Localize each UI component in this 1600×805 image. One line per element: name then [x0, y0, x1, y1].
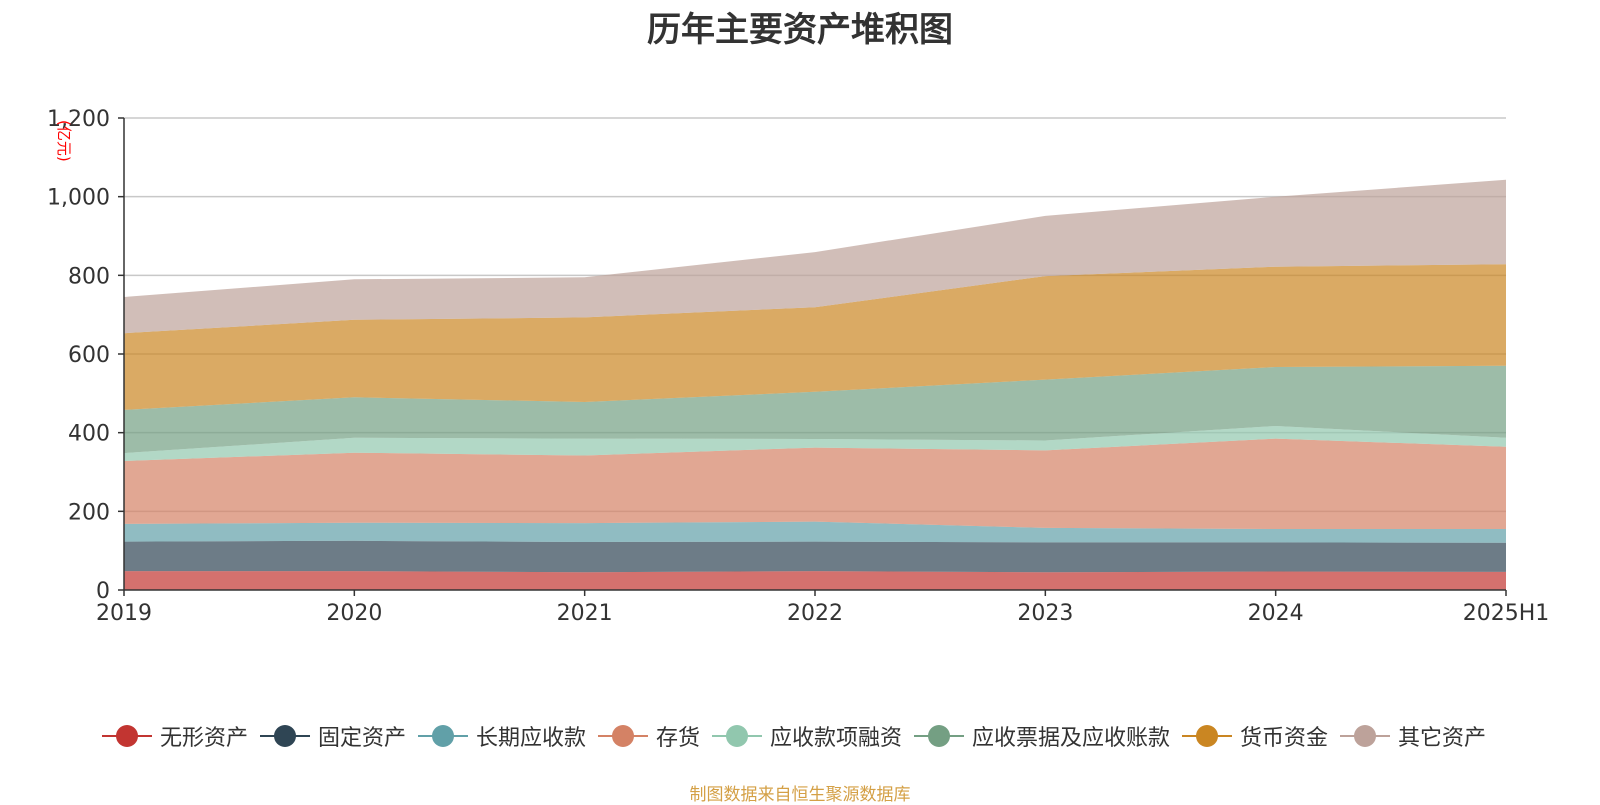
x-tick-label-3: 2022: [787, 601, 843, 626]
area-series-2: [124, 521, 1506, 543]
y-tick-label-3: 600: [68, 343, 110, 368]
x-tick-label-5: 2024: [1248, 601, 1304, 626]
area-series-5: [124, 365, 1506, 454]
x-tick-label-1: 2020: [326, 601, 382, 626]
legend-marker-icon: [1182, 724, 1233, 748]
legend-item-0[interactable]: 无形资产: [101, 720, 248, 752]
legend-label: 应收票据及应收账款: [972, 726, 1171, 751]
y-tick-label-5: 1,000: [47, 186, 110, 211]
chart-title: 历年主要资产堆积图: [647, 10, 953, 50]
area-series-7: [124, 179, 1506, 334]
legend-marker-icon: [259, 724, 310, 748]
y-tick-label-0: 0: [96, 579, 110, 604]
legend-marker-icon: [417, 724, 468, 748]
y-tick-label-4: 800: [68, 264, 110, 289]
legend-item-1[interactable]: 固定资产: [259, 720, 406, 752]
legend-label: 其它资产: [1398, 726, 1487, 751]
legend-item-7[interactable]: 其它资产: [1340, 720, 1486, 752]
x-tick-label-0: 2019: [96, 601, 152, 626]
data-source-note: 制图数据来自恒生聚源数据库: [689, 785, 911, 805]
legend-label: 货币资金: [1240, 726, 1329, 751]
area-series-0: [124, 571, 1506, 590]
x-tick-label-2: 2021: [557, 601, 613, 626]
x-tick-label-6: 2025H1: [1463, 601, 1550, 626]
legend-marker-icon: [597, 724, 648, 748]
legend-item-4[interactable]: 应收款项融资: [712, 720, 902, 752]
y-axis-unit-label: (亿元): [55, 120, 73, 162]
area-series-4: [124, 426, 1506, 461]
y-tick-label-6: 1,200: [47, 107, 110, 132]
legend-label: 无形资产: [159, 726, 248, 751]
legend-item-2[interactable]: 长期应收款: [417, 720, 586, 752]
legend-label: 应收款项融资: [770, 726, 903, 751]
legend-label: 固定资产: [317, 726, 406, 751]
legend-marker-icon: [101, 724, 152, 748]
area-series-3: [124, 438, 1506, 529]
legend-label: 存货: [655, 726, 700, 751]
area-series-6: [124, 264, 1506, 410]
legend-item-3[interactable]: 存货: [597, 720, 700, 752]
y-tick-label-1: 200: [68, 500, 110, 525]
legend-marker-icon: [712, 724, 762, 748]
area-series-1: [124, 540, 1506, 573]
x-tick-label-4: 2023: [1017, 601, 1073, 626]
legend-marker-icon: [914, 724, 965, 748]
axes: 0 200 400 600 800 1,000 1,200 2019 2020 2021 2022 2…: [47, 107, 1549, 626]
legend: 无形资产 固定资产 长期应收款 存货 应收款项融资 应收票据及应收账款 货币资金 其它资产: [0, 718, 1600, 754]
y-tick-label-2: 400: [68, 422, 110, 447]
legend-marker-icon: [1340, 724, 1391, 748]
legend-label: 长期应收款: [475, 726, 586, 751]
legend-item-5[interactable]: 应收票据及应收账款: [914, 720, 1170, 752]
legend-item-6[interactable]: 货币资金: [1182, 720, 1328, 752]
stacked-areas: [124, 179, 1506, 590]
